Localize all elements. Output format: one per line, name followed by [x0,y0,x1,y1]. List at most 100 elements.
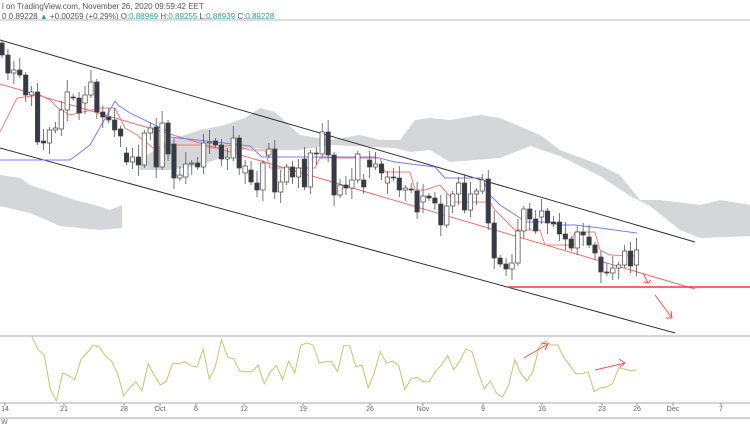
candle [616,262,622,279]
candle [141,130,147,168]
candle [23,72,29,102]
candle-body-down [604,271,610,274]
candle [76,92,82,120]
candle [64,80,70,121]
candle [432,192,438,210]
candle [254,171,260,197]
candle-body-up [349,179,355,189]
candle [82,86,88,114]
candle-body-up [207,141,213,144]
candle-body-down [290,166,296,178]
candle-body-up [622,250,628,266]
candle [195,157,201,170]
candle [207,130,213,154]
arrow-down-large-icon[interactable] [654,294,673,319]
candle [378,161,385,180]
candle-body-up [260,162,266,191]
candle-body-down [396,177,402,191]
candle [224,148,230,170]
candle-body-up [319,131,325,155]
candle [88,70,94,98]
oscillator-arrow-1-icon[interactable] [523,342,549,359]
candle [58,101,64,136]
candle-body-down [5,54,11,74]
candle-body-down [432,197,438,204]
candle-body-up [58,109,64,130]
candle [562,222,568,250]
candle-body-down [527,208,533,220]
candle-body-down [426,195,432,199]
candle-body-down [628,250,634,267]
time-axis-label: 19 [299,406,307,413]
arrow-down-small-icon[interactable] [642,272,652,284]
high-label: H: [160,12,169,21]
candle-body-up [574,231,580,249]
candle [343,176,349,195]
candle [153,118,159,178]
last-price: 0 0.89228 [2,12,38,21]
candle-body-down [331,154,337,196]
candle [533,210,539,234]
candle-body-down [135,156,141,166]
time-axis-label: Nov [416,406,430,413]
candle-body-up [224,156,230,160]
candle [272,140,278,199]
candle-body-up [610,267,616,274]
candle [177,166,183,181]
time-axis-label: 14 [1,406,9,413]
candle-body-up [46,129,52,144]
candle [521,206,527,238]
channel-upper-line[interactable] [0,39,696,243]
candle [450,191,456,213]
candle [230,126,236,161]
candle [189,160,195,175]
candle [349,168,355,199]
candle-body-up [456,182,462,195]
candle [426,193,432,201]
candle [129,148,136,169]
candle-body-down [70,96,76,99]
candle [574,226,580,255]
candle [319,123,325,157]
channel-lower-line[interactable] [0,147,676,334]
candle [266,143,272,158]
candle [218,139,224,166]
candlestick-series [0,40,640,283]
time-axis-label: 7 [719,406,723,413]
candle-body-down [414,190,420,213]
candle-body-down [325,131,331,156]
time-axis-label: 6 [194,406,198,413]
candle-body-down [23,74,29,96]
time-axis-label: 16 [538,406,546,413]
candle [147,122,153,140]
time-axis-label: 12 [240,406,248,413]
candle [301,147,307,190]
candle-body-down [562,233,568,240]
candle [159,111,165,170]
candle [479,174,485,194]
candle-body-up [278,181,284,193]
footer-label: W [1,419,8,426]
candle-body-down [361,179,367,188]
candle-body-down [118,128,124,137]
candle-body-up [82,94,88,104]
time-axis-ticks [4,403,722,406]
candle-body-up [129,156,136,163]
candle-body-up [384,176,391,184]
time-axis-label: 23 [598,406,606,413]
candle-body-down [301,158,307,188]
candle [628,242,634,273]
candle-body-down [367,159,373,168]
candle-body-up [230,137,236,159]
oscillator-arrow-2-icon[interactable] [594,358,626,371]
candle-body-up [295,167,302,178]
candle [373,152,379,170]
candle-body-up [88,81,94,96]
candle [598,251,604,283]
candle [35,83,41,145]
candle [473,188,479,205]
close-value: 0.89228 [245,12,275,21]
candle [408,183,414,193]
triangle-up-icon: ▲ [39,12,48,21]
